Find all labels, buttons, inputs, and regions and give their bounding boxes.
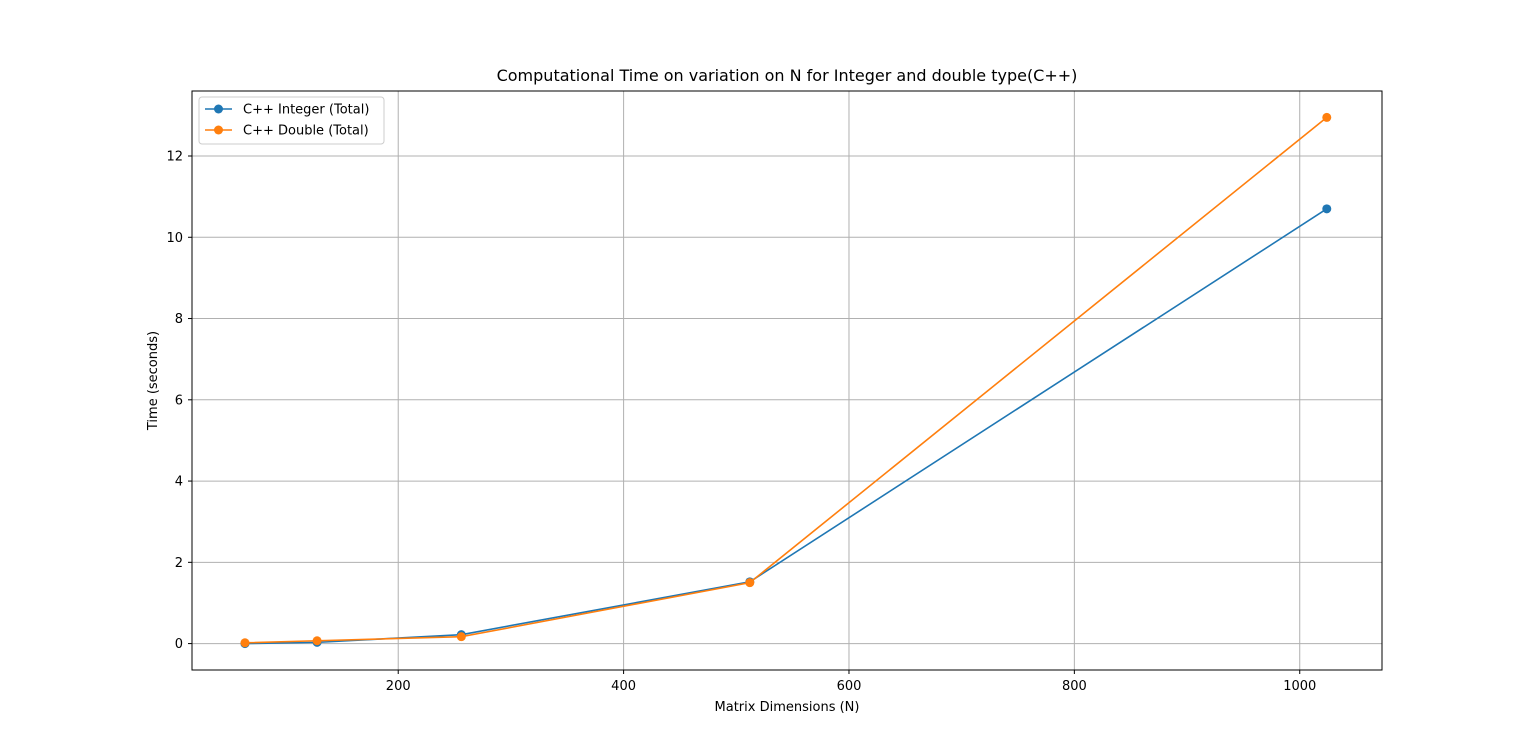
plot-area <box>191 90 1383 671</box>
legend-item-2: C++ Double (Total) <box>205 124 369 139</box>
legend-item-1: C++ Integer (Total) <box>205 103 369 118</box>
axis-ticks: 200 400 600 800 1000 0 2 4 6 8 10 12 <box>166 150 1316 694</box>
legend: C++ Integer (Total) C++ Double (Total) <box>198 96 385 145</box>
legend-marker <box>214 125 223 135</box>
x-tick-label: 600 <box>837 679 862 694</box>
legend-label: C++ Integer (Total) <box>243 103 369 118</box>
legend-label: C++ Double (Total) <box>243 124 369 139</box>
x-tick-label: 400 <box>611 679 636 694</box>
legend-box <box>198 96 385 145</box>
x-axis-label: Matrix Dimensions (N) <box>715 700 860 715</box>
x-tick-label: 200 <box>386 679 411 694</box>
data-point <box>1322 204 1332 214</box>
data-point <box>745 578 755 588</box>
y-tick-label: 6 <box>175 393 183 408</box>
y-tick-label: 8 <box>175 312 183 327</box>
y-tick-label: 0 <box>175 637 183 652</box>
y-tick-label: 12 <box>166 150 183 165</box>
y-tick-label: 10 <box>166 231 183 246</box>
data-point <box>1322 112 1332 122</box>
series-layer <box>240 112 1332 649</box>
x-tick-label: 1000 <box>1283 679 1316 694</box>
data-point <box>312 636 322 646</box>
chart-title: Computational Time on variation on N for… <box>497 66 1078 85</box>
y-tick-label: 2 <box>175 556 183 571</box>
data-point <box>456 632 466 642</box>
y-axis-label: Time (seconds) <box>146 331 161 431</box>
x-tick-label: 800 <box>1062 679 1087 694</box>
series-2 <box>240 112 1332 648</box>
grid <box>192 91 1382 670</box>
legend-marker <box>214 104 223 114</box>
y-tick-label: 4 <box>175 475 183 490</box>
data-point <box>240 638 250 648</box>
